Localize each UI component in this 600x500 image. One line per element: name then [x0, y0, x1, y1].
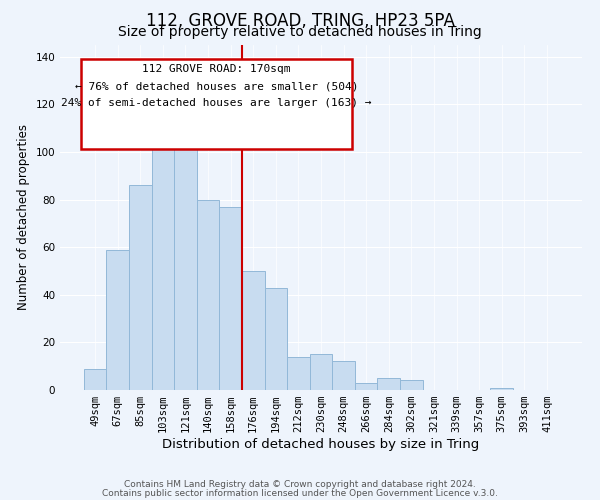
Bar: [242, 271, 265, 390]
Text: Size of property relative to detached houses in Tring: Size of property relative to detached ho…: [118, 25, 482, 39]
Bar: [400, 380, 422, 390]
Bar: [265, 288, 287, 390]
X-axis label: Distribution of detached houses by size in Tring: Distribution of detached houses by size …: [163, 438, 479, 451]
Bar: [377, 378, 400, 390]
Bar: [174, 138, 197, 390]
Bar: [310, 354, 332, 390]
Bar: [287, 356, 310, 390]
Text: 24% of semi-detached houses are larger (163) →: 24% of semi-detached houses are larger (…: [61, 98, 372, 108]
Text: Contains HM Land Registry data © Crown copyright and database right 2024.: Contains HM Land Registry data © Crown c…: [124, 480, 476, 489]
Bar: [220, 207, 242, 390]
Text: 112 GROVE ROAD: 170sqm: 112 GROVE ROAD: 170sqm: [142, 64, 291, 74]
FancyBboxPatch shape: [81, 59, 352, 148]
Bar: [197, 200, 220, 390]
Y-axis label: Number of detached properties: Number of detached properties: [17, 124, 30, 310]
Text: ← 76% of detached houses are smaller (504): ← 76% of detached houses are smaller (50…: [75, 81, 358, 91]
Text: 112, GROVE ROAD, TRING, HP23 5PA: 112, GROVE ROAD, TRING, HP23 5PA: [146, 12, 454, 30]
Bar: [152, 128, 174, 390]
Bar: [129, 186, 152, 390]
Bar: [355, 383, 377, 390]
Bar: [84, 368, 106, 390]
Bar: [106, 250, 129, 390]
Bar: [490, 388, 513, 390]
Bar: [332, 362, 355, 390]
Text: Contains public sector information licensed under the Open Government Licence v.: Contains public sector information licen…: [102, 488, 498, 498]
